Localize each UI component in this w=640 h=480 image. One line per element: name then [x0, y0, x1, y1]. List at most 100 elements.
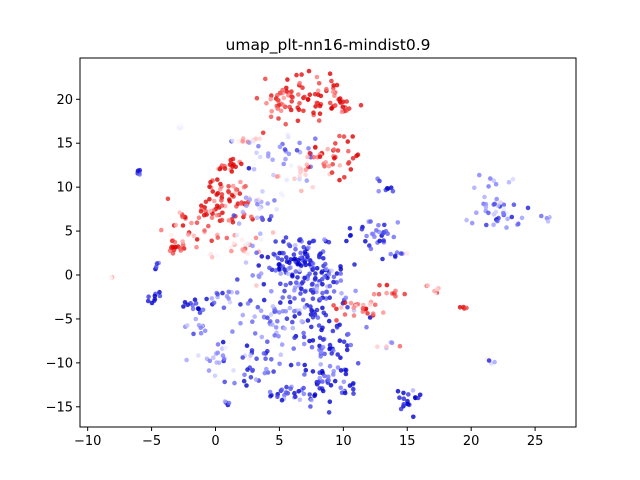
scatter-point	[320, 305, 325, 311]
scatter-point	[211, 355, 216, 361]
scatter-point	[222, 379, 227, 385]
scatter-point	[259, 254, 265, 259]
scatter-point	[296, 257, 301, 263]
x-tick-label: 0	[211, 434, 219, 449]
scatter-point	[295, 275, 300, 280]
scatter-point	[269, 357, 274, 362]
scatter-point	[343, 367, 349, 373]
scatter-point	[277, 144, 283, 150]
scatter-point	[342, 312, 348, 317]
scatter-point	[265, 254, 271, 260]
scatter-point	[354, 153, 359, 159]
scatter-point	[219, 217, 225, 223]
scatter-point	[381, 310, 386, 315]
scatter-point	[317, 111, 323, 116]
scatter-point	[330, 89, 336, 95]
scatter-point	[231, 240, 237, 246]
scatter-point	[280, 295, 286, 300]
scatter-point	[319, 349, 324, 355]
scatter-point	[265, 201, 271, 206]
scatter-point	[274, 174, 280, 179]
scatter-point	[302, 372, 307, 377]
scatter-point	[498, 200, 503, 205]
scatter-point	[314, 286, 320, 292]
scatter-point	[288, 280, 293, 286]
scatter-point	[425, 283, 431, 288]
scatter-point	[284, 384, 289, 390]
scatter-point	[302, 249, 308, 255]
scatter-point	[204, 296, 209, 302]
scatter-point	[224, 235, 230, 241]
scatter-point	[393, 288, 398, 294]
scatter-point	[297, 261, 302, 267]
scatter-point	[322, 274, 327, 280]
scatter-point	[298, 286, 304, 292]
scatter-point	[215, 177, 220, 182]
scatter-point	[343, 371, 349, 377]
scatter-point	[207, 196, 212, 202]
scatter-point	[330, 162, 336, 167]
scatter-point	[384, 290, 389, 296]
scatter-point	[335, 352, 341, 357]
scatter-point	[246, 140, 252, 145]
scatter-point	[323, 261, 328, 267]
scatter-point	[280, 87, 285, 93]
scatter-point	[189, 220, 194, 226]
scatter-point	[275, 319, 280, 324]
scatter-point	[300, 297, 306, 303]
scatter-point	[196, 353, 201, 358]
scatter-point	[350, 156, 356, 161]
scatter-point	[207, 208, 213, 214]
scatter-point	[320, 379, 325, 384]
scatter-point	[341, 379, 347, 385]
scatter-point	[370, 311, 376, 317]
scatter-point	[395, 388, 401, 394]
scatter-point	[302, 94, 307, 100]
scatter-point	[227, 199, 232, 204]
scatter-point	[253, 136, 259, 142]
scatter-point	[254, 198, 259, 204]
scatter-point	[238, 321, 243, 326]
scatter-point	[331, 303, 336, 308]
scatter-point	[281, 239, 286, 244]
scatter-point	[269, 109, 275, 114]
scatter-point	[381, 238, 386, 243]
scatter-point	[315, 88, 321, 93]
scatter-point	[287, 305, 293, 311]
scatter-point	[309, 344, 315, 350]
scatter-point	[327, 399, 333, 405]
scatter-point	[351, 381, 356, 386]
scatter-point	[293, 243, 298, 248]
scatter-point	[310, 290, 316, 295]
scatter-point	[331, 274, 337, 280]
scatter-point	[324, 289, 329, 295]
scatter-point	[335, 148, 341, 153]
scatter-point	[337, 133, 342, 139]
scatter-point	[389, 340, 395, 346]
scatter-point	[301, 330, 306, 336]
scatter-point	[359, 226, 365, 232]
scatter-point	[243, 260, 249, 265]
scatter-point	[180, 214, 185, 219]
scatter-point	[231, 343, 237, 348]
scatter-point	[185, 323, 190, 328]
scatter-point	[323, 296, 329, 301]
scatter-point	[351, 391, 356, 396]
scatter-point	[457, 305, 463, 310]
scatter-point	[341, 339, 347, 345]
scatter-point	[367, 302, 373, 307]
scatter-point	[316, 81, 322, 86]
scatter-point	[382, 222, 387, 228]
scatter-point	[435, 286, 440, 292]
scatter-point	[248, 353, 253, 358]
scatter-point	[415, 395, 421, 401]
scatter-point	[284, 85, 289, 91]
scatter-point	[288, 386, 293, 392]
scatter-point	[292, 176, 297, 181]
scatter-point	[329, 351, 335, 356]
scatter-point	[197, 310, 203, 316]
scatter-point	[402, 291, 408, 297]
scatter-point	[305, 318, 311, 323]
scatter-point	[288, 265, 293, 270]
scatter-point	[348, 167, 354, 172]
